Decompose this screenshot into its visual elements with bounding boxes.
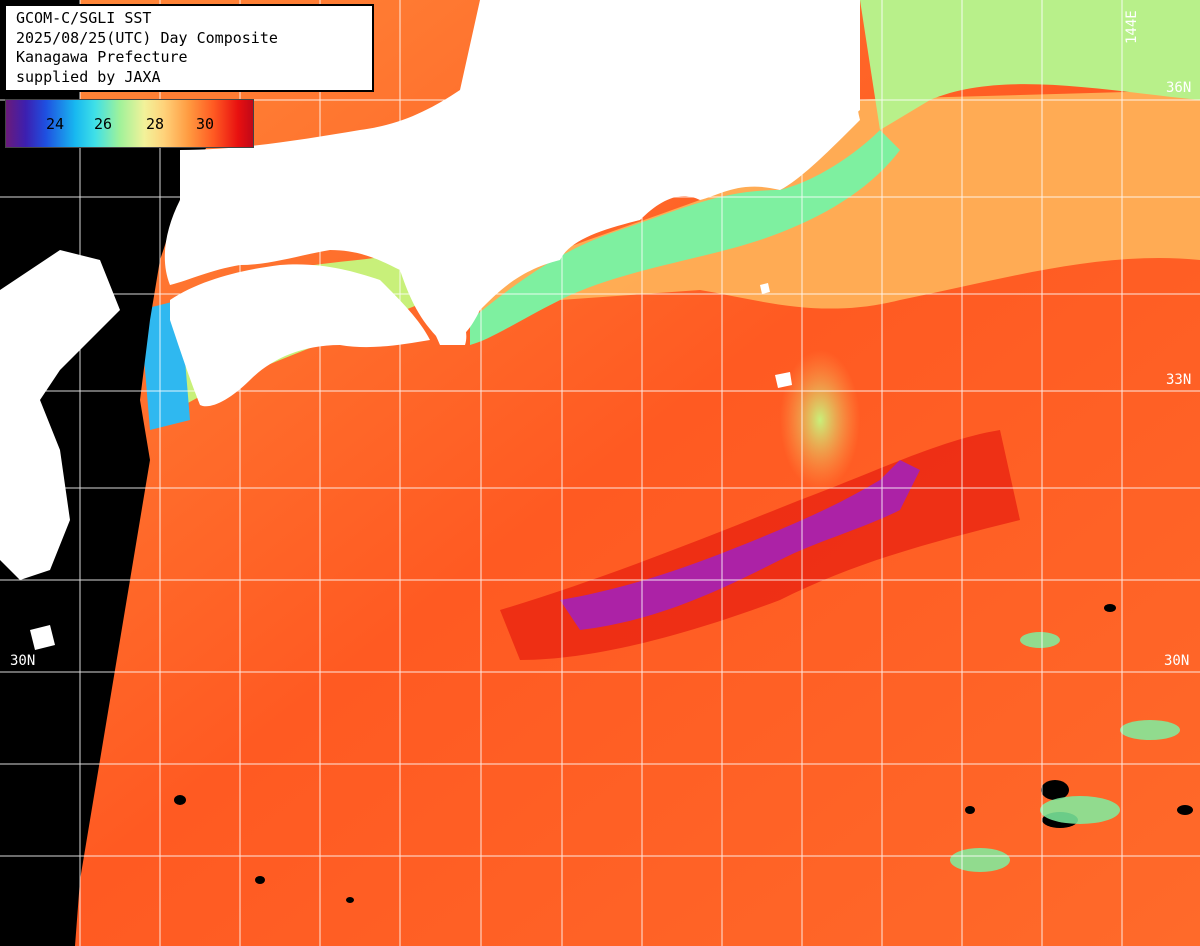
kyushu-land: [0, 250, 120, 580]
lon-label-144e: 144E: [1124, 10, 1140, 44]
izu-island-1: [775, 372, 792, 388]
lat-label-33n-right: 33N: [1166, 372, 1192, 388]
cool-eddy: [780, 350, 860, 490]
legend-tick-26: 26: [94, 115, 113, 133]
supplier-line: supplied by JAXA: [16, 67, 161, 86]
lat-label-30n-right: 30N: [1164, 653, 1190, 669]
shikoku-land: [170, 264, 430, 407]
awaji-island: [475, 150, 495, 190]
date-line: 2025/08/25(UTC) Day Composite: [16, 28, 278, 47]
title-line: GCOM-C/SGLI SST: [16, 9, 152, 27]
hot-core: [560, 460, 920, 630]
coastal-cool-water: [860, 0, 1200, 130]
lat-label-33-left: 33: [10, 372, 27, 388]
izu-island-2: [760, 283, 770, 294]
cool-patches: [950, 632, 1180, 872]
lat-label-30n-left: 30N: [10, 653, 36, 669]
kii-peninsula: [400, 250, 467, 345]
coastal-green-strip: [470, 130, 900, 345]
northern-cool-water: [480, 90, 1200, 340]
color-scale-legend: 24 26 28 30: [5, 99, 254, 148]
info-box: GCOM-C/SGLI SST 2025/08/25(UTC) Day Comp…: [4, 4, 374, 92]
legend-tick-30: 30: [196, 115, 215, 133]
region-line: Kanagawa Prefecture: [16, 48, 188, 66]
island-south: [30, 625, 55, 650]
lat-label-36n: 36N: [1166, 80, 1192, 96]
legend-tick-28: 28: [146, 115, 165, 133]
legend-tick-24: 24: [46, 115, 65, 133]
lon-label-136e: 136E: [484, 10, 500, 44]
